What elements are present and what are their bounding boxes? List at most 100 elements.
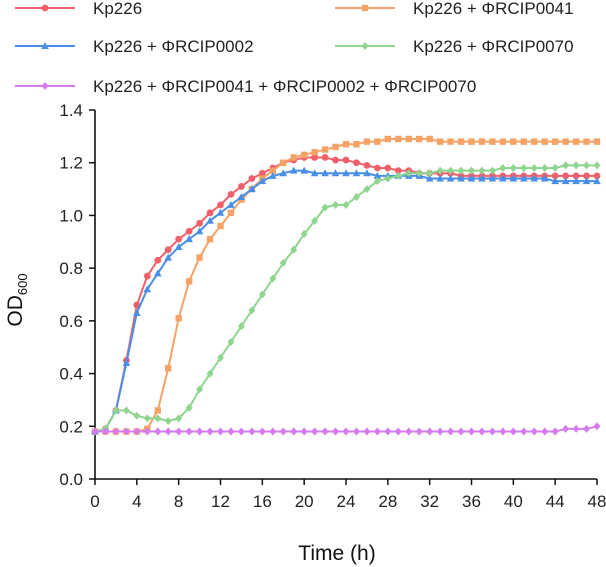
data-point — [562, 138, 569, 145]
legend-label: Kp226 + ΦRCIP0041 — [413, 0, 574, 18]
series-4 — [91, 161, 601, 436]
data-point — [143, 285, 152, 293]
data-point — [164, 253, 173, 261]
data-point — [196, 385, 204, 394]
data-point — [174, 243, 183, 251]
legend-item: Kp226 + ΦRCIP0002 — [15, 37, 254, 56]
data-point — [457, 174, 465, 182]
data-point — [562, 172, 570, 180]
data-point — [332, 427, 340, 436]
data-point — [510, 138, 517, 145]
data-point — [227, 209, 235, 216]
legend-label: Kp226 — [93, 0, 142, 18]
data-point — [332, 156, 339, 164]
data-point — [468, 166, 475, 175]
data-point — [562, 424, 570, 433]
data-point — [436, 138, 444, 145]
data-point — [593, 161, 601, 170]
data-point — [269, 274, 277, 283]
data-point — [551, 163, 559, 172]
data-point — [373, 177, 381, 186]
data-point — [237, 192, 246, 200]
data-point — [185, 278, 193, 285]
y-tick-label: 0.8 — [59, 259, 83, 278]
data-point — [143, 414, 151, 423]
y-tick-label: 1.2 — [59, 154, 83, 173]
data-point — [436, 427, 444, 436]
series-5 — [91, 422, 601, 436]
data-point — [583, 138, 590, 145]
data-point — [353, 159, 360, 167]
data-point — [216, 208, 225, 216]
data-point — [185, 235, 193, 243]
data-point — [101, 427, 109, 436]
data-point — [237, 322, 245, 331]
data-point — [541, 138, 548, 145]
data-point — [154, 407, 161, 414]
data-point — [520, 163, 528, 172]
data-point — [206, 369, 214, 378]
data-point — [206, 235, 214, 243]
data-point — [447, 166, 455, 175]
data-point — [415, 169, 423, 178]
data-point — [394, 171, 402, 180]
data-point — [311, 154, 319, 161]
x-tick-label: 32 — [420, 492, 439, 511]
data-point — [373, 427, 381, 436]
data-point — [342, 156, 350, 164]
data-point — [468, 427, 475, 436]
data-point — [238, 183, 245, 190]
data-point — [248, 185, 256, 193]
data-point — [384, 135, 392, 143]
y-tick-label: 0.4 — [59, 365, 83, 384]
series-layer — [91, 135, 601, 436]
data-point — [541, 163, 549, 172]
data-point — [332, 143, 339, 151]
data-point — [268, 171, 277, 179]
data-point — [426, 169, 434, 178]
data-point — [342, 141, 350, 148]
y-tick-label: 1.4 — [59, 101, 83, 120]
x-tick-label: 8 — [174, 492, 183, 511]
data-point — [280, 159, 287, 166]
x-tick-label: 28 — [378, 492, 397, 511]
data-point — [175, 315, 182, 322]
x-axis-title: Time (h) — [298, 542, 375, 565]
data-point — [185, 227, 193, 235]
data-point — [499, 174, 507, 182]
data-point — [519, 174, 528, 182]
y-tick-label: 1.0 — [59, 206, 83, 225]
data-point — [405, 135, 412, 143]
data-point — [279, 427, 287, 436]
series-line — [94, 169, 597, 433]
data-point — [227, 337, 235, 346]
data-point — [258, 290, 266, 299]
data-point — [405, 427, 413, 436]
legend-item: Kp226 + ΦRCIP0041 + ΦRCIP0002 + ΦRCIP007… — [15, 77, 476, 96]
data-point — [520, 138, 527, 145]
data-point — [279, 258, 287, 267]
data-point — [321, 427, 329, 436]
data-point — [384, 164, 392, 172]
data-point — [300, 166, 308, 174]
data-point — [352, 427, 360, 436]
data-point — [258, 169, 266, 177]
legend-item: Kp226 + ΦRCIP0041 — [335, 0, 574, 18]
data-point — [164, 427, 172, 436]
data-point — [374, 138, 381, 145]
x-tick-label: 40 — [504, 492, 523, 511]
data-point — [300, 427, 308, 436]
data-point — [248, 427, 256, 436]
data-point — [478, 166, 486, 175]
data-point — [551, 177, 559, 185]
x-tick-label: 16 — [253, 492, 272, 511]
y-tick-label: 0.2 — [59, 417, 83, 436]
data-point — [196, 254, 203, 261]
data-point — [352, 169, 361, 177]
data-point — [457, 427, 465, 436]
series-line — [94, 156, 597, 433]
data-point — [290, 427, 298, 436]
data-point — [436, 174, 444, 182]
data-point — [352, 192, 360, 201]
data-point — [499, 427, 507, 436]
